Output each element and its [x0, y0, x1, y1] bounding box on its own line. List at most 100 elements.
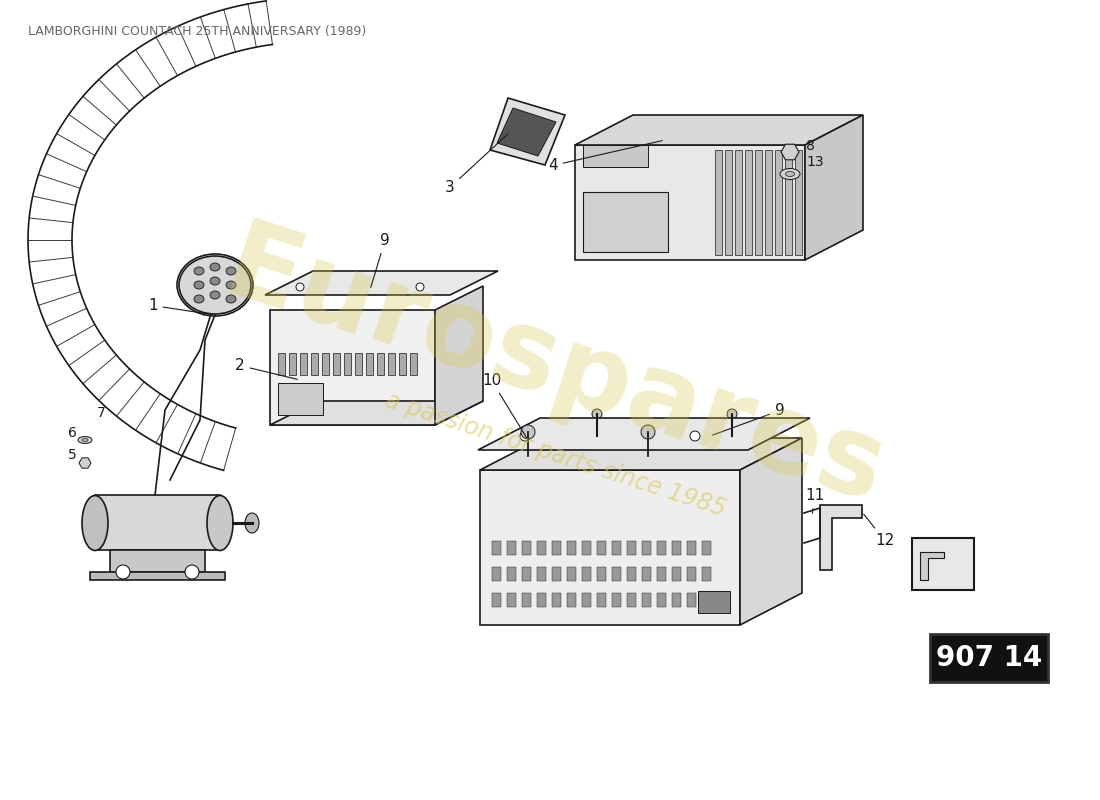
Bar: [657, 593, 665, 607]
Bar: [785, 150, 792, 255]
Polygon shape: [480, 470, 740, 625]
Bar: [552, 593, 561, 607]
Text: 13: 13: [806, 155, 824, 169]
Bar: [278, 353, 285, 375]
Bar: [672, 541, 681, 555]
Ellipse shape: [210, 277, 220, 285]
Bar: [627, 567, 636, 581]
Bar: [764, 150, 772, 255]
Bar: [566, 567, 576, 581]
Circle shape: [592, 409, 602, 419]
Bar: [702, 567, 711, 581]
Bar: [597, 593, 606, 607]
Ellipse shape: [226, 281, 236, 289]
Ellipse shape: [207, 495, 233, 550]
Bar: [582, 541, 591, 555]
Text: 2: 2: [235, 358, 297, 379]
Bar: [755, 150, 762, 255]
Bar: [702, 593, 711, 607]
Ellipse shape: [780, 169, 800, 179]
Circle shape: [416, 283, 424, 291]
Bar: [688, 567, 696, 581]
Ellipse shape: [82, 438, 88, 442]
Polygon shape: [478, 418, 810, 450]
Bar: [657, 567, 665, 581]
Polygon shape: [820, 505, 862, 570]
Bar: [311, 353, 318, 375]
Bar: [522, 567, 531, 581]
Polygon shape: [497, 108, 556, 156]
Bar: [322, 353, 329, 375]
Bar: [507, 541, 516, 555]
Circle shape: [727, 409, 737, 419]
Bar: [725, 150, 732, 255]
Bar: [657, 541, 665, 555]
Ellipse shape: [226, 295, 236, 303]
Polygon shape: [270, 310, 434, 425]
Bar: [377, 353, 384, 375]
Bar: [344, 353, 351, 375]
Ellipse shape: [210, 291, 220, 299]
Bar: [537, 593, 546, 607]
Bar: [627, 541, 636, 555]
Ellipse shape: [82, 495, 108, 550]
Polygon shape: [575, 115, 864, 145]
Bar: [110, 550, 205, 572]
Text: 12: 12: [864, 514, 894, 548]
Ellipse shape: [179, 256, 251, 314]
Bar: [583, 145, 648, 167]
Bar: [715, 150, 722, 255]
Bar: [410, 353, 417, 375]
Bar: [566, 541, 576, 555]
Bar: [289, 353, 296, 375]
Text: 10: 10: [482, 373, 527, 438]
Polygon shape: [490, 98, 565, 165]
Text: 11: 11: [805, 488, 824, 514]
Polygon shape: [265, 271, 498, 295]
Polygon shape: [920, 552, 944, 580]
Text: 3: 3: [446, 134, 508, 195]
Bar: [366, 353, 373, 375]
Circle shape: [296, 283, 304, 291]
Bar: [672, 593, 681, 607]
Ellipse shape: [210, 263, 220, 271]
Bar: [597, 567, 606, 581]
Bar: [698, 591, 730, 613]
Bar: [355, 353, 362, 375]
Bar: [507, 593, 516, 607]
Polygon shape: [434, 286, 483, 425]
Polygon shape: [805, 115, 864, 260]
Ellipse shape: [194, 281, 204, 289]
Text: 9: 9: [713, 403, 784, 435]
Ellipse shape: [194, 267, 204, 275]
Bar: [507, 567, 516, 581]
Bar: [333, 353, 340, 375]
Bar: [278, 383, 323, 415]
Text: LAMBORGHINI COUNTACH 25TH ANNIVERSARY (1989): LAMBORGHINI COUNTACH 25TH ANNIVERSARY (1…: [28, 25, 366, 38]
Ellipse shape: [194, 295, 204, 303]
Circle shape: [116, 565, 130, 579]
Bar: [627, 593, 636, 607]
Bar: [688, 593, 696, 607]
Text: 6: 6: [68, 426, 77, 440]
Polygon shape: [575, 145, 805, 260]
Bar: [399, 353, 406, 375]
Bar: [388, 353, 395, 375]
Circle shape: [690, 431, 700, 441]
Bar: [612, 567, 621, 581]
Polygon shape: [781, 144, 799, 160]
Bar: [582, 593, 591, 607]
Text: 8: 8: [806, 139, 815, 153]
Text: 4: 4: [548, 141, 662, 173]
Bar: [612, 593, 621, 607]
Bar: [583, 192, 668, 252]
Bar: [912, 538, 974, 590]
Bar: [522, 541, 531, 555]
Text: 1: 1: [148, 298, 212, 314]
Bar: [735, 150, 743, 255]
Circle shape: [185, 565, 199, 579]
Bar: [492, 567, 500, 581]
Bar: [642, 593, 651, 607]
Bar: [552, 541, 561, 555]
Bar: [642, 541, 651, 555]
